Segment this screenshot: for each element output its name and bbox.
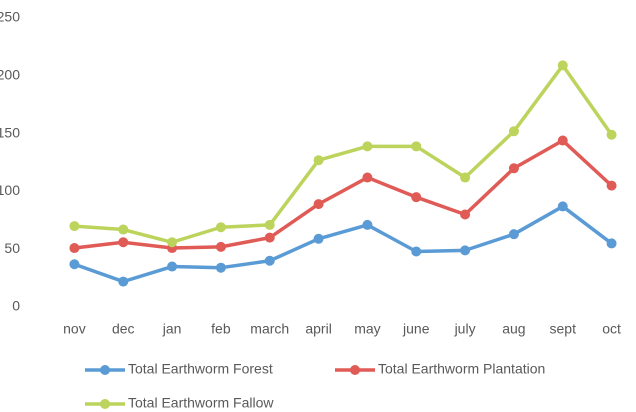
y-tick-label: 250	[0, 9, 20, 25]
y-tick-label: 200	[0, 67, 20, 83]
series-line	[74, 138, 613, 250]
data-point	[167, 261, 178, 272]
data-point	[606, 238, 617, 249]
data-point	[362, 219, 373, 230]
data-point	[557, 201, 568, 212]
data-point	[215, 262, 226, 273]
y-tick-label: 100	[0, 182, 20, 198]
data-point	[606, 180, 617, 191]
x-tick-label: dec	[112, 321, 135, 337]
data-point	[460, 172, 471, 183]
y-tick-label: 0	[12, 298, 20, 314]
data-point	[69, 221, 80, 232]
data-point	[508, 126, 519, 137]
x-tick-label: sept	[550, 321, 577, 337]
data-point	[460, 209, 471, 220]
x-tick-label: aug	[502, 321, 525, 337]
legend-marker	[350, 365, 360, 375]
data-point	[215, 222, 226, 233]
x-tick-label: april	[305, 321, 331, 337]
data-point	[69, 243, 80, 254]
series-line	[74, 63, 614, 245]
x-tick-label: july	[454, 321, 476, 337]
data-point	[313, 233, 324, 244]
x-tick-label: march	[250, 321, 289, 337]
data-point	[264, 219, 275, 230]
data-point	[557, 60, 568, 71]
data-point	[313, 155, 324, 166]
y-tick-label: 150	[0, 124, 20, 140]
x-tick-label: may	[354, 321, 380, 337]
x-tick-label: feb	[211, 321, 231, 337]
data-point	[69, 259, 80, 270]
data-point	[508, 163, 519, 174]
data-point	[557, 135, 568, 146]
x-tick-label: june	[402, 321, 430, 337]
data-point	[411, 141, 422, 152]
x-tick-label: jan	[162, 321, 182, 337]
data-point	[411, 192, 422, 203]
legend-marker	[100, 365, 110, 375]
data-point	[411, 246, 422, 257]
data-point	[508, 229, 519, 240]
legend-label: Total Earthworm Fallow	[128, 395, 274, 411]
data-point	[362, 141, 373, 152]
data-point	[118, 276, 129, 287]
data-point	[313, 199, 324, 210]
data-point	[215, 241, 226, 252]
series-line	[73, 204, 613, 284]
data-point	[118, 224, 129, 235]
data-point	[362, 172, 373, 183]
y-tick-label: 50	[4, 240, 20, 256]
x-tick-label: nov	[63, 321, 86, 337]
data-point	[606, 129, 617, 140]
data-point	[167, 237, 178, 248]
data-point	[264, 232, 275, 243]
legend-marker	[100, 399, 110, 409]
legend-label: Total Earthworm Plantation	[378, 361, 545, 377]
data-point	[118, 237, 129, 248]
data-point	[264, 255, 275, 266]
legend-label: Total Earthworm Forest	[128, 361, 273, 377]
x-tick-label: oct	[602, 321, 621, 337]
data-point	[460, 245, 471, 256]
